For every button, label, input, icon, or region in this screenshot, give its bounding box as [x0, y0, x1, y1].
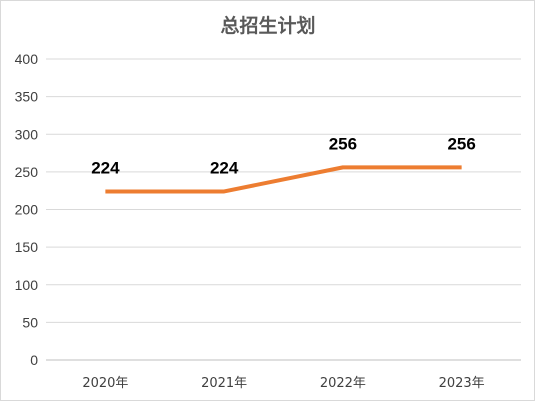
y-tick-label: 50	[22, 314, 38, 330]
data-label: 256	[447, 134, 475, 153]
data-label: 224	[210, 158, 239, 177]
x-axis-ticks: 2020年 2021年 2022年 2023年	[82, 376, 484, 391]
y-tick-label: 300	[15, 126, 39, 142]
y-tick-label: 0	[30, 352, 38, 368]
y-tick-label: 350	[15, 89, 39, 105]
series-group	[105, 165, 462, 194]
gridlines	[46, 58, 521, 361]
y-tick-label: 200	[15, 202, 39, 218]
series-line	[105, 165, 462, 194]
x-tick-label: 2020年	[82, 376, 128, 391]
y-tick-label: 400	[15, 51, 39, 67]
y-tick-label: 250	[15, 164, 39, 180]
x-tick-label: 2021年	[201, 376, 247, 391]
y-axis-ticks: 0 50 100 150 200 250 300 350 400	[15, 51, 39, 368]
x-tick-label: 2022年	[320, 376, 366, 391]
x-tick-label: 2023年	[439, 376, 485, 391]
data-labels: 224 224 256 256	[91, 134, 476, 177]
chart-title: 总招生计划	[220, 14, 315, 37]
data-label: 224	[91, 158, 120, 177]
data-label: 256	[329, 134, 357, 153]
y-tick-label: 150	[15, 239, 39, 255]
y-tick-label: 100	[15, 277, 39, 293]
